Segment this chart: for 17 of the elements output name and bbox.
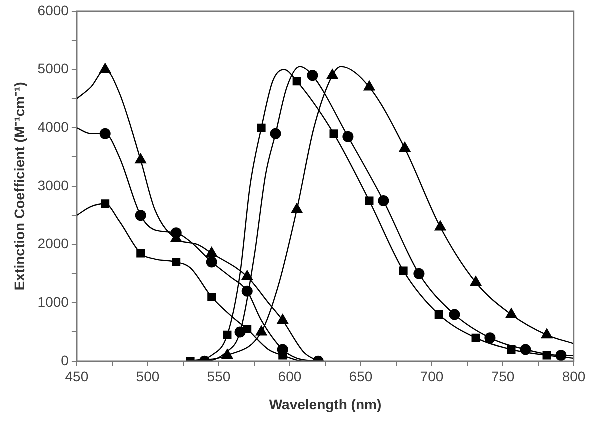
y-tick-label: 0 (61, 352, 70, 368)
y-tick-label: 1000 (38, 294, 70, 310)
y-tick-label: 5000 (38, 60, 70, 77)
x-tick-label: 750 (491, 368, 515, 385)
x-tick-label: 800 (562, 368, 586, 385)
x-tick-label: 550 (207, 368, 231, 385)
y-tick-label: 3000 (38, 177, 70, 194)
y-tick-label: 6000 (38, 2, 70, 18)
y-tick-label: 4000 (38, 118, 70, 135)
x-tick-label: 450 (65, 368, 89, 385)
y-axis-title: Extinction Coefficient (M⁻¹cm⁻¹) (11, 82, 28, 291)
x-tick-label: 650 (349, 368, 373, 385)
y-tick-label: 2000 (38, 236, 70, 252)
x-tick-label: 500 (136, 368, 160, 385)
x-tick-label: 600 (278, 368, 302, 385)
x-tick-label: 700 (420, 368, 444, 385)
x-axis-title: Wavelength (nm) (269, 396, 382, 412)
